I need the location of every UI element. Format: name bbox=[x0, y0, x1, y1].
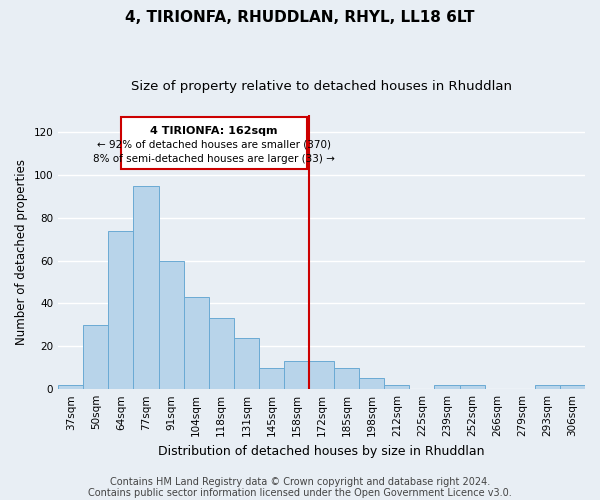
Bar bbox=[184, 297, 209, 389]
Bar bbox=[133, 186, 158, 389]
Bar bbox=[334, 368, 359, 389]
Bar bbox=[284, 362, 309, 389]
Bar bbox=[259, 368, 284, 389]
Bar bbox=[58, 385, 83, 389]
Bar bbox=[560, 385, 585, 389]
Text: Contains public sector information licensed under the Open Government Licence v3: Contains public sector information licen… bbox=[88, 488, 512, 498]
Text: 4, TIRIONFA, RHUDDLAN, RHYL, LL18 6LT: 4, TIRIONFA, RHUDDLAN, RHYL, LL18 6LT bbox=[125, 10, 475, 25]
FancyBboxPatch shape bbox=[121, 117, 307, 168]
Bar bbox=[209, 318, 234, 389]
Bar bbox=[309, 362, 334, 389]
Text: 8% of semi-detached houses are larger (33) →: 8% of semi-detached houses are larger (3… bbox=[93, 154, 335, 164]
Bar bbox=[234, 338, 259, 389]
Bar bbox=[109, 230, 133, 389]
Bar bbox=[359, 378, 385, 389]
Title: Size of property relative to detached houses in Rhuddlan: Size of property relative to detached ho… bbox=[131, 80, 512, 93]
Bar bbox=[535, 385, 560, 389]
Text: Contains HM Land Registry data © Crown copyright and database right 2024.: Contains HM Land Registry data © Crown c… bbox=[110, 477, 490, 487]
Bar bbox=[158, 260, 184, 389]
Bar bbox=[434, 385, 460, 389]
Text: 4 TIRIONFA: 162sqm: 4 TIRIONFA: 162sqm bbox=[150, 126, 277, 136]
Bar bbox=[460, 385, 485, 389]
Bar bbox=[385, 385, 409, 389]
Bar bbox=[83, 325, 109, 389]
X-axis label: Distribution of detached houses by size in Rhuddlan: Distribution of detached houses by size … bbox=[158, 444, 485, 458]
Text: ← 92% of detached houses are smaller (370): ← 92% of detached houses are smaller (37… bbox=[97, 140, 331, 149]
Y-axis label: Number of detached properties: Number of detached properties bbox=[15, 159, 28, 345]
